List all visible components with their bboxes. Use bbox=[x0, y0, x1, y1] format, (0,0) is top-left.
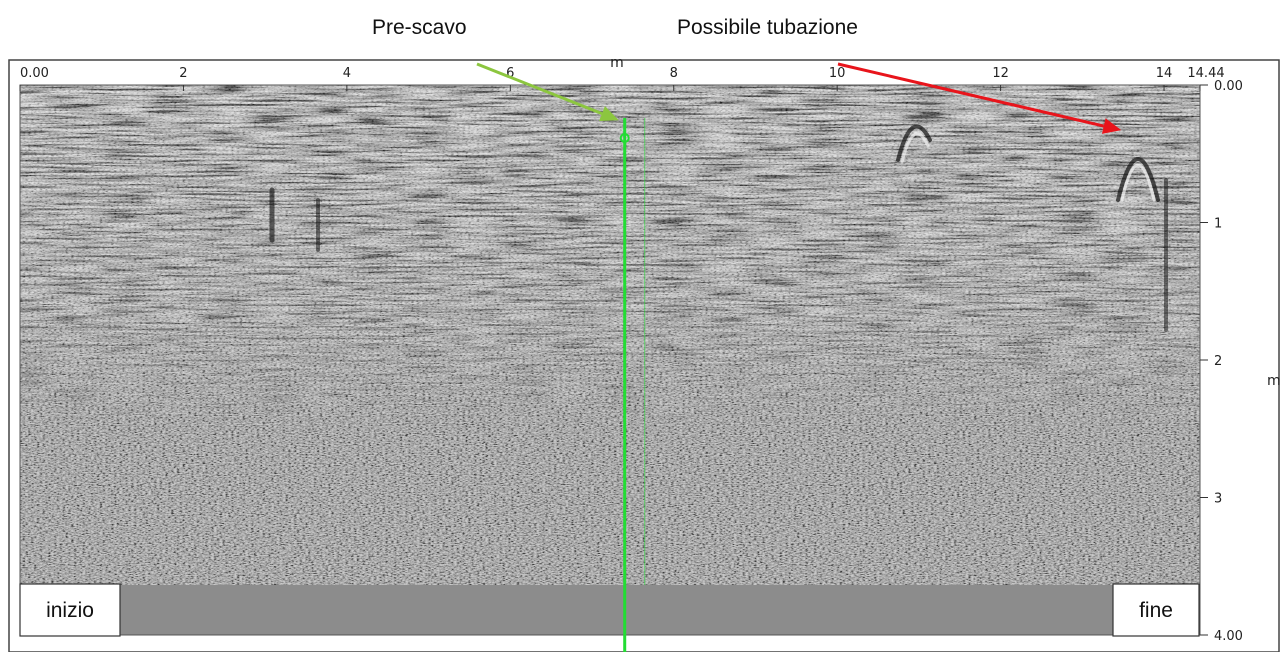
radargram-image bbox=[20, 85, 1200, 635]
y-axis-unit: m bbox=[1267, 373, 1281, 389]
x-tick-label: 4 bbox=[343, 66, 351, 81]
x-tick-label: 8 bbox=[670, 66, 678, 81]
y-axis: 0.00 1 2 3 4.00 bbox=[1200, 79, 1243, 644]
no-data-band bbox=[20, 585, 1200, 635]
end-marker-box: fine bbox=[1112, 583, 1200, 637]
x-tick-label: 0.00 bbox=[20, 66, 49, 81]
prescavo-arrow bbox=[476, 62, 603, 116]
hyperbola-reflections bbox=[269, 124, 1168, 332]
prescavo-marker-line bbox=[619, 118, 646, 652]
x-tick-label: 12 bbox=[992, 66, 1009, 81]
possibile-tubazione-label: Possibile tubazione bbox=[677, 16, 858, 39]
y-tick-label: 2 bbox=[1214, 354, 1222, 369]
prescavo-arrow-head bbox=[599, 106, 619, 122]
x-tick-label: 10 bbox=[829, 66, 846, 81]
x-axis: 0.00 2 4 6 8 10 12 14 14.44 bbox=[19, 66, 1225, 91]
end-marker-label: fine bbox=[1139, 599, 1173, 622]
y-tick-label: 4.00 bbox=[1214, 629, 1243, 644]
x-axis-unit: m bbox=[610, 55, 624, 71]
start-marker-box: inizio bbox=[19, 583, 121, 637]
y-tick-label: 1 bbox=[1214, 217, 1222, 232]
figure-frame bbox=[8, 59, 1280, 652]
x-tick-label: 14.44 bbox=[1187, 66, 1224, 81]
y-tick-label: 3 bbox=[1214, 492, 1222, 507]
start-marker-label: inizio bbox=[46, 599, 94, 622]
tubazione-arrow-head bbox=[1101, 118, 1122, 134]
x-tick-label: 6 bbox=[506, 66, 514, 81]
y-tick-label: 0.00 bbox=[1214, 79, 1243, 94]
prescavo-label: Pre-scavo bbox=[372, 16, 467, 39]
x-tick-label: 14 bbox=[1156, 66, 1173, 81]
x-tick-label: 2 bbox=[179, 66, 187, 81]
tubazione-arrow bbox=[837, 62, 1105, 128]
